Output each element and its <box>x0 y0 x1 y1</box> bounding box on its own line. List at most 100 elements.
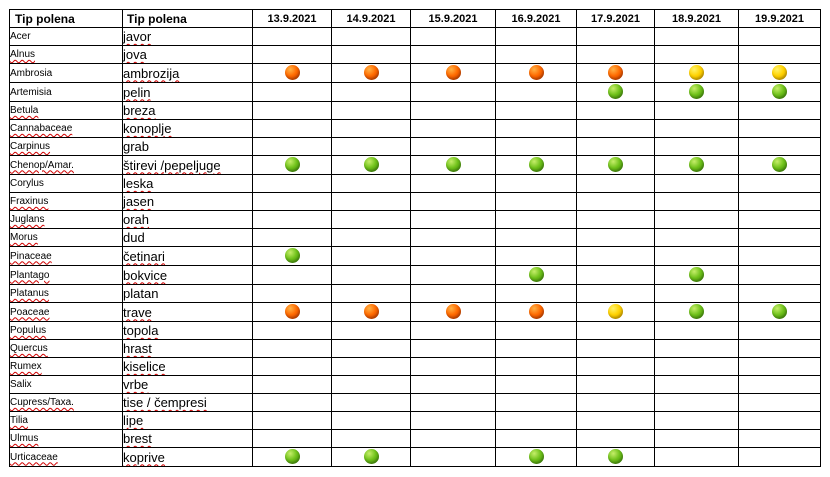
level-cell <box>331 174 411 193</box>
level-cell <box>495 302 577 322</box>
orange-level-dot-icon <box>528 304 544 320</box>
level-cell <box>331 27 411 46</box>
latin-name-cell: Salix <box>9 375 123 394</box>
local-name: platan <box>123 286 159 301</box>
table-row: Artemisia pelin <box>9 82 821 102</box>
level-cell <box>576 284 655 303</box>
latin-name-cell: Betula <box>9 101 123 120</box>
level-cell <box>252 228 332 247</box>
level-cell <box>252 339 332 358</box>
level-cell <box>576 246 655 266</box>
level-cell <box>495 63 577 83</box>
green-level-dot-icon <box>284 449 300 465</box>
level-cell <box>576 63 655 83</box>
level-cell <box>252 155 332 175</box>
latin-name: Acer <box>10 31 31 42</box>
local-name-cell: orah <box>122 210 253 229</box>
local-name-cell: ambrozija <box>122 63 253 83</box>
table-row: Cupress/Taxa. tise / čempresi <box>9 393 821 412</box>
level-cell <box>654 357 739 376</box>
level-cell <box>331 339 411 358</box>
level-cell <box>654 447 739 467</box>
orange-level-dot-icon <box>528 65 544 81</box>
level-cell <box>576 411 655 430</box>
level-cell <box>495 82 577 102</box>
level-cell <box>410 302 496 322</box>
level-cell <box>738 429 821 448</box>
level-cell <box>738 339 821 358</box>
green-level-dot-icon <box>284 157 300 173</box>
level-cell <box>654 339 739 358</box>
level-cell <box>495 27 577 46</box>
level-cell <box>654 302 739 322</box>
header-date: 13.9.2021 <box>252 9 332 28</box>
level-cell <box>252 45 332 64</box>
green-level-dot-icon <box>608 449 623 465</box>
level-cell <box>738 284 821 303</box>
latin-name-cell: Pinaceae <box>9 246 123 266</box>
local-name-cell: hrast <box>122 339 253 358</box>
level-cell <box>331 210 411 229</box>
orange-level-dot-icon <box>608 65 623 81</box>
local-name-cell: lipe <box>122 411 253 430</box>
level-cell <box>331 411 411 430</box>
latin-name: Morus <box>10 232 38 243</box>
local-name-cell: trave <box>122 302 253 322</box>
table-row: Salix vrbe <box>9 375 821 394</box>
level-cell <box>410 321 496 340</box>
latin-name-cell: Poaceae <box>9 302 123 322</box>
level-cell <box>410 119 496 138</box>
level-cell <box>738 27 821 46</box>
green-level-dot-icon <box>689 157 704 173</box>
level-cell <box>252 265 332 285</box>
table-row: Tilia lipe <box>9 411 821 430</box>
green-level-dot-icon <box>689 304 704 320</box>
latin-name: Quercus <box>10 343 48 354</box>
latin-name-cell: Ulmus <box>9 429 123 448</box>
level-cell <box>331 302 411 322</box>
level-cell <box>410 265 496 285</box>
local-name-cell: pelin <box>122 82 253 102</box>
level-cell <box>738 101 821 120</box>
level-cell <box>410 228 496 247</box>
table-row: Quercus hrast <box>9 339 821 358</box>
level-cell <box>654 375 739 394</box>
latin-name: Cannabaceae <box>10 123 73 134</box>
local-name: javor <box>123 29 152 44</box>
latin-name-cell: Tilia <box>9 411 123 430</box>
local-name: bokvice <box>123 267 168 283</box>
local-name-cell: kiselice <box>122 357 253 376</box>
level-cell <box>576 192 655 211</box>
level-cell <box>576 375 655 394</box>
latin-name-cell: Juglans <box>9 210 123 229</box>
level-cell <box>252 82 332 102</box>
green-level-dot-icon <box>445 157 461 173</box>
local-name: orah <box>123 212 150 227</box>
table-row: Chenop/Amar. štirevi /pepeljuge <box>9 155 821 175</box>
level-cell <box>738 411 821 430</box>
green-level-dot-icon <box>689 84 704 100</box>
level-cell <box>738 192 821 211</box>
table-row: Ambrosia ambrozija <box>9 63 821 83</box>
level-cell <box>252 101 332 120</box>
level-cell <box>410 174 496 193</box>
level-cell <box>654 246 739 266</box>
level-cell <box>576 321 655 340</box>
latin-name: Populus <box>10 325 47 336</box>
table-row: Cannabaceae konoplje <box>9 119 821 138</box>
level-cell <box>252 302 332 322</box>
level-cell <box>654 228 739 247</box>
level-cell <box>576 82 655 102</box>
header-local: Tip polena <box>122 9 253 28</box>
header-date: 19.9.2021 <box>738 9 821 28</box>
header-date: 15.9.2021 <box>410 9 496 28</box>
green-level-dot-icon <box>772 304 787 320</box>
level-cell <box>576 429 655 448</box>
level-cell <box>331 155 411 175</box>
local-name: breza <box>123 103 156 118</box>
level-cell <box>654 192 739 211</box>
level-cell <box>576 27 655 46</box>
level-cell <box>654 119 739 138</box>
level-cell <box>410 155 496 175</box>
level-cell <box>410 246 496 266</box>
